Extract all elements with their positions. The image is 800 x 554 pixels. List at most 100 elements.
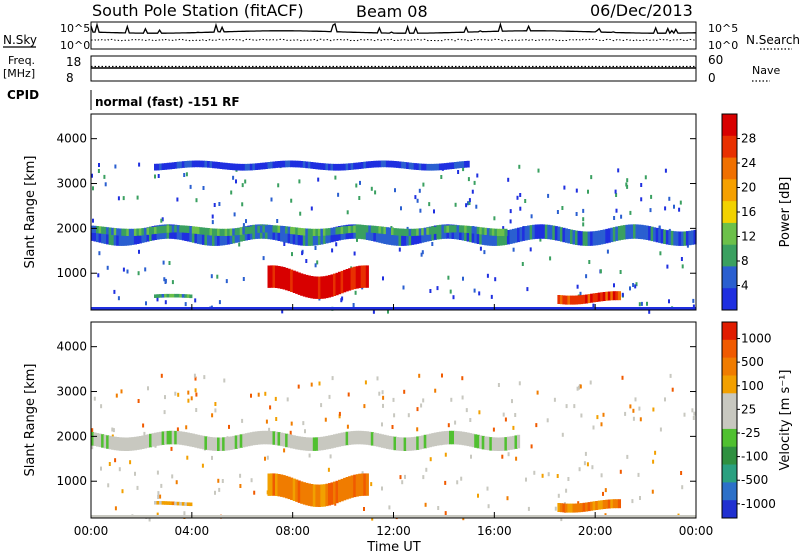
power-region-cell	[350, 163, 354, 170]
power-region-cell	[176, 161, 180, 169]
vel-region-cell	[317, 437, 322, 451]
power-speckle-cell	[539, 237, 542, 242]
power-speckle-cell	[640, 183, 643, 187]
vel-region-cell	[484, 436, 488, 450]
vel-speckle-cell	[331, 376, 334, 381]
power-region-cell	[126, 231, 130, 246]
power-speckle-cell	[416, 198, 419, 203]
power-region-cell	[670, 230, 674, 246]
vel-speckle-cell	[530, 444, 533, 449]
vel-region-cell	[282, 433, 286, 447]
power-speckle-cell	[235, 179, 237, 184]
power-region-cell	[116, 228, 120, 236]
power-region-cell	[650, 226, 654, 242]
power-region-cell	[512, 228, 516, 244]
power-region-cell	[146, 227, 150, 235]
power-speckle-cell	[162, 260, 165, 265]
vel-speckle-cell	[602, 412, 605, 417]
power-region-cell	[655, 227, 659, 243]
power-speckle-cell	[202, 186, 205, 190]
power-region-cell	[441, 225, 445, 234]
vel-region-cell	[360, 473, 364, 496]
power-region-cell	[403, 231, 407, 246]
vel-speckle-cell	[211, 413, 214, 418]
vel-region-cell	[491, 437, 495, 451]
power-region-cell	[398, 228, 402, 236]
power-region-cell	[549, 225, 553, 240]
power-speckle-cell	[518, 164, 521, 169]
power-region-cell	[224, 162, 228, 170]
power-speckle-cell	[576, 284, 579, 289]
vel-region-cell	[338, 433, 342, 447]
vel-region-cell	[297, 436, 301, 450]
power-speckle-cell	[646, 301, 648, 306]
power-speckle-cell	[176, 197, 179, 202]
vel-region-cell	[466, 432, 470, 447]
power-speckle-cell	[590, 175, 593, 180]
vel-region-cell	[325, 435, 329, 450]
power-region-cell	[625, 224, 629, 240]
vel-region-cell	[441, 431, 445, 445]
power-speckle-cell	[613, 216, 616, 220]
power-speckle-cell	[145, 301, 147, 306]
vel-region-cell	[333, 434, 337, 448]
power-region-cell	[426, 227, 430, 235]
vel-region-cell	[443, 431, 448, 445]
vel-region-cell	[131, 437, 135, 451]
vel-region-cell	[358, 473, 362, 497]
power-region-cell	[600, 230, 604, 245]
power-region-cell	[207, 231, 211, 246]
power-region-cell	[360, 265, 364, 288]
power-region-cell	[575, 230, 579, 245]
power-region-cell	[401, 231, 405, 246]
power-region-cell	[501, 230, 506, 246]
vel-region-cell	[481, 435, 485, 450]
power-speckle-cell	[394, 188, 396, 193]
vel-speckle-cell	[118, 467, 121, 472]
power-region-cell	[680, 231, 685, 246]
vel-speckle-cell	[320, 403, 323, 408]
power-region-cell	[242, 163, 246, 171]
power-region-cell	[259, 225, 264, 233]
vel-region-cell	[93, 432, 97, 446]
power-region-cell	[123, 228, 127, 236]
power-region-cell	[272, 161, 276, 169]
power-region-cell	[108, 227, 112, 235]
power-region-cell	[275, 161, 279, 168]
vel-speckle-cell	[478, 410, 481, 415]
power-region-cell	[433, 226, 437, 234]
power-region-cell	[494, 228, 498, 236]
vel-region-cell	[164, 431, 168, 445]
vel-speckle-cell	[671, 387, 674, 392]
power-speckle-cell	[241, 202, 244, 207]
power-region-cell	[113, 228, 117, 236]
power-speckle-cell	[640, 301, 643, 306]
power-region-cell	[320, 163, 324, 170]
vel-region-cell	[575, 503, 579, 513]
vel-speckle-cell	[160, 483, 163, 488]
vel-region-cell	[297, 480, 301, 503]
power-speckle-cell	[113, 289, 116, 294]
power-region-cell	[123, 231, 127, 246]
power-region-cell	[587, 294, 591, 304]
power-speckle-cell	[582, 217, 585, 222]
power-region-cell	[385, 160, 390, 168]
power-region-cell	[227, 230, 231, 245]
vel-speckle-cell	[324, 417, 327, 422]
vel-speckle-cell	[634, 397, 637, 402]
nsearch-trace	[90, 38, 697, 42]
vel-speckle-cell	[268, 427, 271, 432]
power-region-cell	[617, 291, 622, 301]
vel-region-cell	[335, 480, 339, 504]
vel-region-cell	[295, 435, 299, 450]
power-region-cell	[287, 268, 291, 292]
vel-speckle-cell	[157, 495, 160, 499]
power-region-cell	[446, 162, 450, 170]
power-region-cell	[322, 228, 327, 236]
vel-region-cell	[207, 436, 211, 451]
power-region-cell	[411, 230, 415, 245]
power-region-cell	[189, 227, 193, 243]
vel-speckle-cell	[502, 412, 505, 417]
time-tick-label: 08:00	[275, 524, 310, 538]
power-region-cell	[307, 231, 311, 246]
